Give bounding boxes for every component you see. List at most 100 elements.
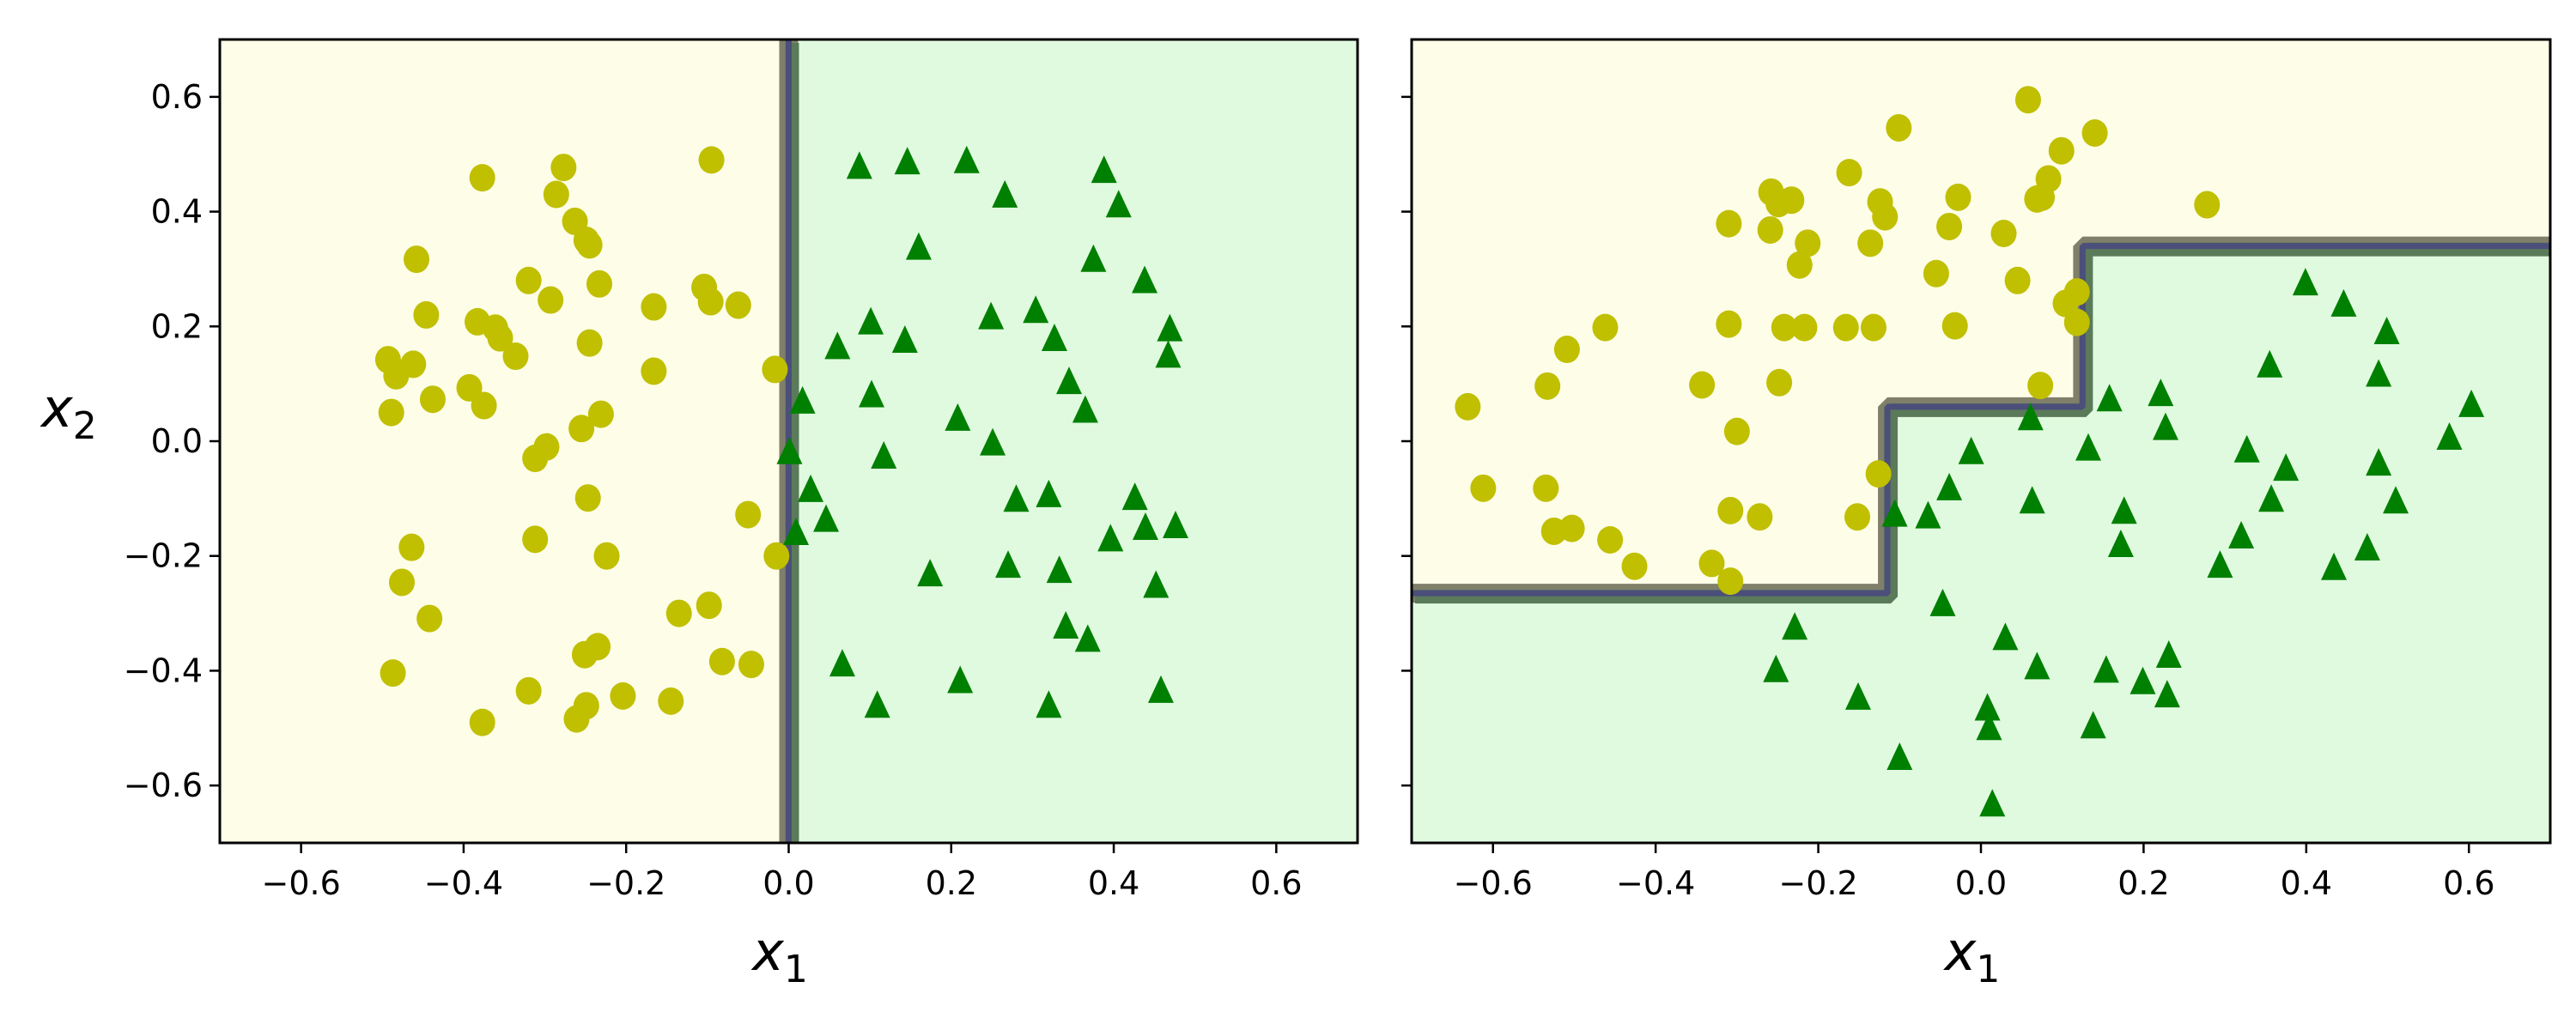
circle-marker — [404, 245, 430, 274]
x-tick-label: 0.6 — [1250, 864, 1302, 902]
x-tick-label: 0.4 — [1088, 864, 1139, 902]
triangle-marker — [2366, 359, 2392, 387]
triangle-marker — [2148, 379, 2174, 407]
circle-marker — [1717, 567, 1744, 596]
triangle-marker — [2075, 433, 2102, 461]
circle-marker — [515, 266, 542, 294]
circle-marker — [416, 604, 443, 633]
class1-triangle-markers — [1763, 268, 2485, 817]
triangle-marker — [1976, 712, 2002, 741]
circle-marker — [1533, 474, 1559, 502]
circle-marker — [469, 164, 495, 192]
circle-marker — [1886, 113, 1912, 142]
circle-marker — [1689, 371, 1716, 399]
circle-marker — [762, 355, 788, 384]
triangle-marker — [992, 179, 1018, 208]
circle-marker — [2029, 183, 2056, 211]
plot-area — [220, 39, 1358, 843]
circle-marker — [2027, 372, 2054, 400]
circle-marker — [658, 687, 684, 715]
triangle-marker — [2228, 520, 2255, 548]
circle-marker — [1771, 313, 1797, 342]
circle-marker — [697, 288, 724, 316]
x-axis-label: x1 — [750, 920, 808, 991]
triangle-marker — [947, 665, 974, 694]
circle-marker — [2014, 86, 2041, 114]
triangle-marker — [2273, 453, 2300, 482]
x-axis-label: x1 — [1943, 920, 2001, 991]
x-tick-label: 0.0 — [1955, 864, 2007, 902]
circle-marker — [735, 500, 762, 529]
y-tick-label: 0.2 — [151, 307, 203, 345]
triangle-marker — [1003, 484, 1030, 512]
triangle-marker — [776, 436, 803, 464]
triangle-marker — [2207, 550, 2233, 579]
circle-marker — [1786, 251, 1813, 279]
triangle-marker — [1979, 789, 2006, 817]
triangle-marker — [1992, 622, 2019, 651]
circle-marker — [1795, 229, 1821, 258]
circle-marker — [1621, 552, 1648, 580]
circle-marker — [576, 231, 603, 259]
x-tick-label: −0.6 — [1454, 864, 1533, 902]
triangle-marker — [2129, 666, 2156, 694]
circle-marker — [563, 705, 590, 733]
x-tick-label: −0.4 — [1616, 864, 1695, 902]
class0-circle-markers — [1455, 86, 2221, 596]
circle-marker — [610, 682, 636, 710]
y-tick-label: −0.4 — [124, 651, 203, 689]
circle-marker — [1836, 159, 1862, 187]
x-axis-ticks: −0.6 −0.4 −0.2 0.0 0.2 0.4 0.6 — [262, 843, 1303, 902]
circle-marker — [1832, 313, 1859, 342]
triangle-marker — [1881, 499, 1908, 527]
circle-marker — [1857, 229, 1884, 258]
circle-marker — [763, 542, 790, 570]
circle-marker — [568, 415, 595, 443]
triangle-marker — [1046, 555, 1072, 584]
triangle-marker — [2366, 448, 2392, 476]
x-tick-label: 0.0 — [762, 864, 814, 902]
triangle-marker — [1080, 244, 1107, 272]
triangle-marker — [2155, 640, 2182, 669]
triangle-marker — [2383, 486, 2409, 514]
left-panel-decision-boundary-vertical: −0.6 −0.4 −0.2 0.0 0.2 0.4 0.6 −0.6 −0.4 −0.2 0.0 0… — [39, 38, 1359, 991]
triangle-marker — [2354, 533, 2380, 561]
triangle-marker — [2330, 288, 2357, 317]
circle-marker — [550, 154, 577, 182]
circle-marker — [593, 542, 620, 570]
triangle-marker — [2458, 389, 2485, 417]
triangle-marker — [1121, 482, 1148, 511]
circle-marker — [1844, 503, 1871, 531]
circle-marker — [641, 357, 667, 385]
circle-marker — [1717, 496, 1744, 524]
circle-marker — [1758, 178, 1784, 206]
circle-marker — [1872, 203, 1899, 231]
circle-marker — [576, 329, 603, 357]
circle-marker — [1716, 310, 1742, 338]
x-tick-label: 0.2 — [2117, 864, 2169, 902]
triangle-marker — [2258, 484, 2285, 512]
triangle-marker — [2292, 268, 2318, 296]
circle-marker — [1757, 215, 1783, 244]
circle-marker — [1553, 336, 1580, 364]
circle-marker — [1865, 460, 1892, 488]
triangle-marker — [978, 301, 1005, 330]
decision-boundary-mid — [1415, 242, 2550, 604]
triangle-marker — [1023, 295, 1049, 324]
circle-marker — [1470, 474, 1497, 502]
triangle-marker — [2373, 316, 2400, 344]
triangle-marker — [2024, 651, 2050, 680]
triangle-marker — [783, 517, 810, 545]
right-panel-decision-boundary-staircase: −0.6 −0.4 −0.2 0.0 0.2 0.4 0.6 x1 — [1401, 38, 2552, 991]
region-class0 — [220, 39, 789, 843]
triangle-marker — [859, 379, 885, 408]
triangle-marker — [1143, 570, 1170, 598]
circle-marker — [698, 146, 725, 174]
triangle-marker — [894, 147, 920, 175]
circle-marker — [543, 180, 569, 209]
circle-marker — [708, 647, 735, 676]
triangle-marker — [2107, 530, 2134, 558]
circle-marker — [471, 391, 497, 420]
triangle-marker — [1072, 395, 1098, 423]
circle-marker — [1766, 368, 1793, 397]
